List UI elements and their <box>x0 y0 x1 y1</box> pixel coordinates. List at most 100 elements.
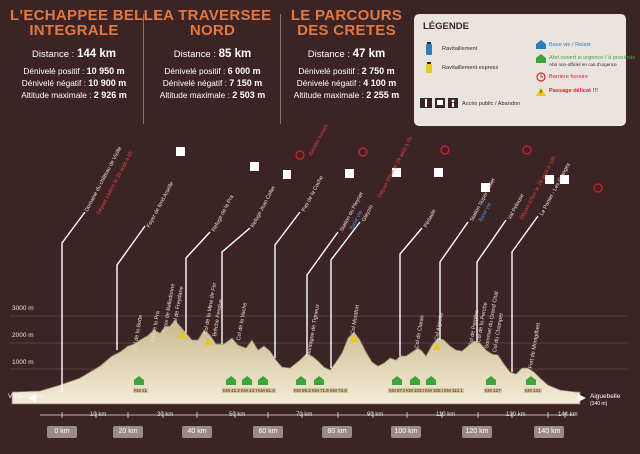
axis-label-2000: 2000 m <box>12 332 34 339</box>
route-panel-integrale: L'ECHAPPEE BELLE INTEGRALE Distance : 14… <box>10 8 163 101</box>
service-icons <box>176 145 603 193</box>
legend-acces-public: Accès public / Abandon <box>462 101 521 107</box>
stat-neg: Dénivelé négatif : 7 150 m <box>150 77 275 89</box>
stat-label: Dénivelé positif : <box>164 66 228 76</box>
distance-label: Distance : <box>32 49 77 60</box>
stat-value: 2 255 m <box>366 90 400 100</box>
water-bottle-icon <box>426 42 432 55</box>
shelter-icon <box>426 376 436 385</box>
stat-label: Dénivelé positif : <box>23 66 87 76</box>
stat-pos: Dénivelé positif : 10 950 m <box>10 65 138 77</box>
end-flag-icon <box>578 394 586 402</box>
shelter-icon <box>242 376 252 385</box>
shelter-icon <box>134 376 144 385</box>
distance-label: Distance : <box>173 49 219 60</box>
km-tick-label: 144 km <box>558 412 578 418</box>
km-tick-label: 110 km <box>436 412 456 418</box>
distance-value: 47 km <box>352 48 386 60</box>
shelter-icon <box>536 54 546 63</box>
stat-value: 2 750 m <box>361 66 395 76</box>
km-box: 40 km <box>182 426 212 438</box>
route-title-line2: INTEGRALE <box>29 22 119 39</box>
warning-markers <box>178 331 441 350</box>
end-label: Aiguebelle (340 m) <box>590 393 620 407</box>
km-tick-label: 130 km <box>506 412 526 418</box>
stop-label: KM 42.3 <box>222 388 241 393</box>
km-tick-label: 90 km <box>367 412 384 418</box>
stop-label: KM 43.7 <box>240 388 259 393</box>
callout-supercollet <box>439 221 469 340</box>
route-title-line1: LA TRAVERSEE <box>153 7 272 24</box>
bus-icon <box>435 98 445 108</box>
legend-abri-note: Abri non-officiel en cas d'urgence <box>549 62 617 67</box>
km-tick-label: 30 km <box>157 412 174 418</box>
service-icon <box>283 170 291 179</box>
stat-alt: Altitude maximale : 2 926 m <box>10 89 138 101</box>
divider <box>280 14 281 124</box>
stop-label: KM 71.6 <box>311 388 330 393</box>
warning-icon <box>433 343 441 350</box>
route-distance: Distance : 47 km <box>284 48 409 60</box>
legend-title: LÉGENDE <box>423 21 469 32</box>
start-flag-icon <box>28 394 36 402</box>
route-stats: Dénivelé positif : 10 950 m Dénivelé nég… <box>10 65 138 101</box>
stat-value: 10 950 m <box>86 66 125 76</box>
warning-icon <box>350 335 358 342</box>
warning-icon <box>178 331 186 338</box>
km-box: 60 km <box>253 426 283 438</box>
shelter-markers <box>134 376 536 385</box>
service-icon <box>392 168 401 177</box>
clock-icon <box>295 150 305 160</box>
axis-label-3000: 3000 m <box>12 305 34 312</box>
warning-icon <box>204 338 212 345</box>
service-icon <box>250 162 259 171</box>
clock-icon <box>593 183 603 193</box>
stat-pos: Dénivelé positif : 2 750 m <box>284 65 409 77</box>
stop-label: KM 103.0 <box>405 388 427 393</box>
distance-value: 144 km <box>76 48 116 60</box>
profile-area <box>11 319 581 405</box>
service-icon <box>434 168 443 177</box>
flask-icon <box>426 62 432 73</box>
stat-neg: Dénivelé négatif : 10 900 m <box>10 77 138 89</box>
legend-ravitaillement: Ravitaillement <box>442 46 478 52</box>
shelter-icon <box>258 376 268 385</box>
stat-alt: Altitude maximale : 2 503 m <box>150 89 275 101</box>
km-box: 140 km <box>534 426 564 438</box>
route-title: L'ECHAPPEE BELLE INTEGRALE <box>10 8 163 39</box>
divider <box>143 14 144 124</box>
km-tick-label: 10 km <box>90 412 107 418</box>
service-icon <box>345 169 354 178</box>
shelter-icon <box>410 376 420 385</box>
km-ticks <box>61 412 566 418</box>
callout-gleyzin <box>330 221 361 368</box>
service-icon <box>560 175 569 184</box>
service-icon <box>545 175 554 184</box>
route-title-line1: LE PARCOURS <box>290 7 403 24</box>
km-box: 0 km <box>47 426 77 438</box>
callout-pontet <box>511 215 539 372</box>
legend-passage: Passage délicat !!! <box>549 88 599 94</box>
stat-alt: Altitude maximale : 2 255 m <box>284 89 409 101</box>
clock-icon <box>522 145 532 155</box>
km-box: 20 km <box>113 426 143 438</box>
legend-abri: Abri ouvert si urgence / à proximité <box>549 55 636 61</box>
stat-pos: Dénivelé positif : 6 000 m <box>150 65 275 77</box>
shelter-icon <box>314 376 324 385</box>
stat-value: 2 503 m <box>232 90 266 100</box>
stat-value: 6 000 m <box>227 66 261 76</box>
place-callouts <box>61 211 539 392</box>
start-name: Vizille <box>8 393 25 400</box>
stat-value: 2 926 m <box>93 90 127 100</box>
route-distance: Distance : 144 km <box>10 48 138 60</box>
clock-icon <box>536 72 546 82</box>
km-box: 80 km <box>322 426 352 438</box>
km-tick-label: 70 km <box>296 412 313 418</box>
route-distance: Distance : 85 km <box>150 48 275 60</box>
route-panel-nord: LA TRAVERSEE NORD Distance : 85 km Déniv… <box>150 8 275 101</box>
stop-label: KM 87.6 <box>388 388 407 393</box>
legend-base-vie: Base vie / Relais <box>549 42 591 48</box>
road-icon <box>420 98 432 108</box>
stat-value: 7 150 m <box>229 78 263 88</box>
